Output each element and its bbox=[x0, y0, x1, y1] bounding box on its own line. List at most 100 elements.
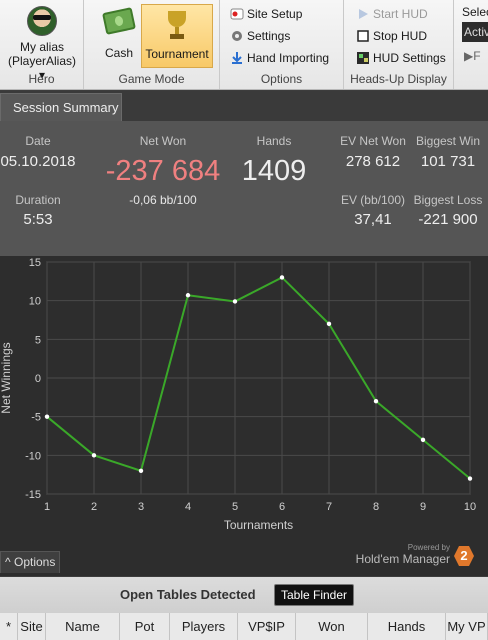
gear-icon bbox=[232, 31, 242, 41]
options-group: Site Setup Settings Hand Importing Optio… bbox=[220, 0, 344, 89]
tab-session-summary[interactable]: Session Summary bbox=[0, 93, 122, 121]
import-arrow-icon bbox=[232, 52, 242, 64]
ribbon-toolbar: My alias (PlayerAlias) ▾ Hero Cash Tourn… bbox=[0, 0, 488, 90]
ev-bb-label: EV (bb/100) bbox=[340, 193, 406, 207]
data-point bbox=[44, 414, 50, 419]
duration-value: 5:53 bbox=[23, 211, 53, 228]
hud-settings-button[interactable]: HUD Settings bbox=[356, 48, 446, 68]
column-header[interactable]: Won bbox=[296, 613, 368, 640]
stop-hud-button[interactable]: Stop HUD bbox=[356, 26, 427, 46]
y-tick-label: 15 bbox=[29, 257, 41, 269]
hands-label: Hands bbox=[256, 134, 292, 148]
select-group: Selec Activ ▶F bbox=[454, 0, 488, 89]
x-axis-label: Tournaments bbox=[224, 518, 293, 532]
y-tick-label: 5 bbox=[35, 334, 41, 346]
data-point bbox=[185, 293, 191, 298]
net-winnings-chart: 15 10 5 0 -5 -10 -15 1 2 3 4 5 6 7 8 9 10 Tournaments Net … bbox=[0, 256, 488, 576]
hero-alias: (PlayerAlias) ▾ bbox=[7, 54, 76, 82]
x-tick-label: 9 bbox=[420, 501, 426, 513]
chart-svg: 15 10 5 0 -5 -10 -151 2 3 4 5 6 7 8 9 10 Tournaments Net … bbox=[0, 257, 476, 532]
column-header[interactable]: Name bbox=[46, 613, 120, 640]
x-tick-label: 6 bbox=[279, 501, 285, 513]
options-group-label: Options bbox=[260, 72, 303, 86]
data-point bbox=[420, 437, 426, 443]
tournament-button[interactable]: Tournament bbox=[141, 4, 213, 68]
ev-bb-value: 37,41 bbox=[354, 211, 392, 228]
y-tick-label: -5 bbox=[31, 412, 41, 424]
column-header[interactable]: Players bbox=[170, 613, 238, 640]
active-select[interactable]: Activ bbox=[462, 22, 488, 42]
open-tables-columns: * Site Name Pot Players VP$IP Won Hands My VP bbox=[0, 613, 488, 640]
x-tick-label: 5 bbox=[232, 501, 238, 513]
hud-settings-icon bbox=[357, 52, 369, 64]
hero-group-label: Hero bbox=[28, 72, 55, 86]
x-tick-label: 4 bbox=[185, 501, 191, 513]
avatar bbox=[27, 6, 57, 36]
y-tick-label: 0 bbox=[35, 373, 41, 385]
x-tick-label: 1 bbox=[44, 501, 50, 513]
data-point bbox=[279, 275, 285, 280]
tab-bar: Session Summary bbox=[0, 91, 488, 121]
site-setup-icon bbox=[230, 8, 244, 20]
column-header[interactable]: Pot bbox=[120, 613, 170, 640]
y-axis-label: Net Winnings bbox=[0, 342, 13, 413]
y-tick-label: -15 bbox=[25, 489, 41, 501]
hand-importing-button[interactable]: Hand Importing bbox=[230, 48, 329, 68]
y-tick-label: 10 bbox=[29, 296, 41, 308]
hero-group: My alias (PlayerAlias) ▾ Hero bbox=[0, 0, 84, 89]
data-point bbox=[373, 399, 379, 404]
cash-button[interactable]: Cash bbox=[94, 4, 144, 68]
play-icon: ▶ bbox=[464, 49, 474, 63]
column-header[interactable]: Hands bbox=[368, 613, 446, 640]
game-mode-group: Cash Tournament Game Mode bbox=[84, 0, 220, 89]
data-point bbox=[232, 299, 238, 304]
brand-text: Hold'em Manager bbox=[355, 552, 450, 566]
powered-by-text: Powered by bbox=[407, 543, 450, 552]
options-tab[interactable]: ^ Options bbox=[0, 551, 60, 573]
y-tick-label: -10 bbox=[25, 450, 41, 462]
column-header[interactable]: My VP bbox=[446, 613, 488, 640]
filter-button[interactable]: ▶F bbox=[464, 49, 481, 63]
tournament-label: Tournament bbox=[145, 47, 209, 61]
data-point bbox=[326, 321, 332, 327]
hero-selector-button[interactable]: My alias (PlayerAlias) ▾ bbox=[6, 4, 78, 82]
game-mode-group-label: Game Mode bbox=[118, 72, 185, 86]
column-header[interactable]: * bbox=[0, 613, 18, 640]
cash-icon bbox=[102, 7, 136, 35]
biggest-loss-label: Biggest Loss bbox=[413, 193, 483, 207]
data-point bbox=[467, 476, 473, 481]
select-label: Selec bbox=[462, 5, 488, 19]
play-icon bbox=[359, 9, 368, 19]
table-finder-button[interactable]: Table Finder bbox=[274, 584, 354, 606]
column-header[interactable]: Site bbox=[18, 613, 46, 640]
data-point bbox=[138, 468, 144, 473]
stop-icon bbox=[357, 30, 369, 42]
settings-button[interactable]: Settings bbox=[230, 26, 290, 46]
date-value: 05.10.2018 bbox=[0, 153, 76, 170]
trophy-icon bbox=[166, 11, 188, 41]
hero-name: My alias bbox=[19, 40, 64, 54]
biggest-win-value: 101 731 bbox=[420, 153, 476, 170]
net-won-value: -237 684 bbox=[105, 155, 221, 187]
x-tick-label: 8 bbox=[373, 501, 379, 513]
data-point bbox=[91, 453, 97, 458]
start-hud-button[interactable]: Start HUD bbox=[356, 4, 428, 24]
column-header[interactable]: VP$IP bbox=[238, 613, 296, 640]
session-summary-panel: Date 05.10.2018 Net Won -237 684 -0,06 b… bbox=[0, 121, 488, 256]
cash-label: Cash bbox=[104, 46, 133, 60]
chevron-up-icon: ^ bbox=[5, 555, 11, 569]
series-line bbox=[46, 276, 471, 480]
ev-net-won-label: EV Net Won bbox=[340, 134, 406, 148]
bb-per-100-value: -0,06 bb/100 bbox=[129, 193, 197, 207]
date-label: Date bbox=[25, 134, 51, 148]
hud-group-label: Heads-Up Display bbox=[350, 72, 447, 86]
x-tick-label: 3 bbox=[138, 501, 144, 513]
open-tables-header: Open Tables Detected Table Finder bbox=[0, 577, 488, 613]
hm2-logo-icon: 2 bbox=[454, 546, 474, 566]
site-setup-button[interactable]: Site Setup bbox=[230, 4, 302, 24]
hud-group: Start HUD Stop HUD HUD Settings Heads-Up… bbox=[344, 0, 454, 89]
chevron-down-icon: ▾ bbox=[38, 68, 46, 82]
hands-value: 1409 bbox=[241, 155, 307, 187]
biggest-win-label: Biggest Win bbox=[415, 134, 481, 148]
net-won-label: Net Won bbox=[139, 134, 187, 148]
